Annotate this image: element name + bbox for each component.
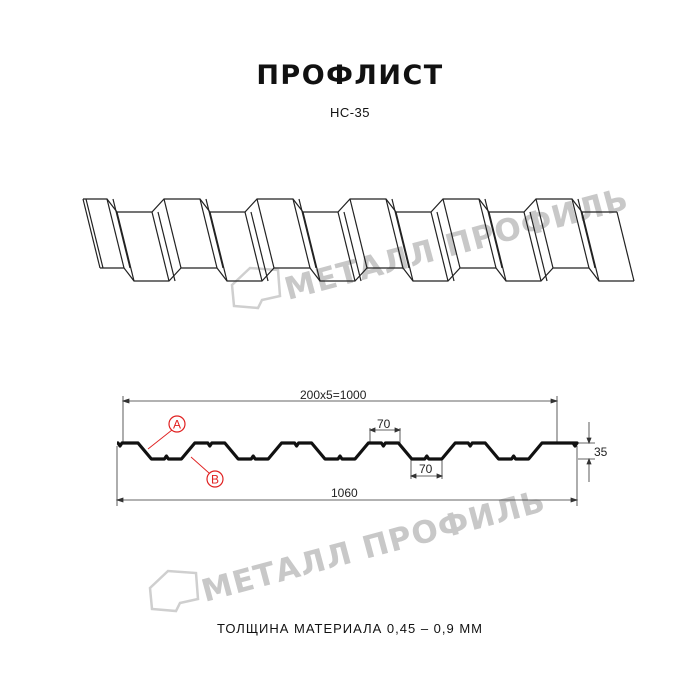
sheet-rib-line xyxy=(244,211,263,282)
material-thickness-note: ТОЛЩИНА МАТЕРИАЛА 0,45 – 0,9 ММ xyxy=(216,621,484,636)
sheet-rib-line xyxy=(209,211,228,282)
sheet-rib-line xyxy=(256,198,275,269)
sheet-stiffener-line xyxy=(298,198,317,269)
sheet-rib-line xyxy=(581,211,600,282)
callout-b-label: B xyxy=(211,473,219,487)
sheet-rib-line xyxy=(292,198,311,269)
watermark-bottom: МЕТАЛЛ ПРОФИЛЬ xyxy=(148,483,550,613)
sheet-rib-line xyxy=(442,198,461,269)
callout-a-label: A xyxy=(173,418,181,432)
sheet-rib-line xyxy=(523,211,542,282)
sheet-stiffener-line xyxy=(436,211,455,282)
dim-pitch-label: 200x5=1000 xyxy=(300,388,367,402)
sheet-stiffener-line xyxy=(112,198,131,269)
sheet-rib-line xyxy=(82,198,101,269)
sheet-stiffener-line xyxy=(343,211,362,282)
watermark-text: МЕТАЛЛ ПРОФИЛЬ xyxy=(198,483,550,610)
sheet-stiffener-line xyxy=(205,198,224,269)
sheet-rib-line xyxy=(116,211,135,282)
sheet-rib-line xyxy=(302,211,321,282)
sheet-stiffener-line xyxy=(484,198,503,269)
dim-top-width-label: 70 xyxy=(377,417,391,431)
watermark-logo-icon xyxy=(148,569,200,613)
sheet-stiffener-line xyxy=(391,198,410,269)
sheet-stiffener-line xyxy=(85,198,104,269)
model-subtitle: НС-35 xyxy=(329,105,371,120)
sheet-bottom-edge xyxy=(100,267,634,282)
sheet-stiffener-line xyxy=(250,211,269,282)
sheet-stiffener-line xyxy=(577,198,596,269)
page-title: ПРОФЛИСТ xyxy=(256,60,444,91)
sheet-rib-line xyxy=(395,211,414,282)
sheet-rib-line xyxy=(199,198,218,269)
profile-cross-section xyxy=(116,441,579,461)
watermark-text: МЕТАЛЛ ПРОФИЛЬ xyxy=(281,181,633,308)
sheet-rib-line xyxy=(535,198,554,269)
sheet-rib-line xyxy=(163,198,182,269)
sheet-rib-line xyxy=(151,211,170,282)
sheet-rib-line xyxy=(488,211,507,282)
dimension-lines xyxy=(115,396,595,506)
dim-bottom-width-label: 70 xyxy=(419,462,433,476)
sheet-perspective-view xyxy=(82,198,635,282)
sheet-rib-line xyxy=(385,198,404,269)
sheet-rib-line xyxy=(337,211,356,282)
sheet-rib-line xyxy=(349,198,368,269)
sheet-rib-line xyxy=(106,198,125,269)
sheet-rib-line xyxy=(616,211,635,282)
dim-height-label: 35 xyxy=(594,445,608,459)
callout-b: B xyxy=(190,456,224,488)
sheet-rib-line xyxy=(571,198,590,269)
callout-a: A xyxy=(147,415,186,450)
watermark-logo-icon xyxy=(230,266,282,310)
sheet-stiffener-line xyxy=(157,211,176,282)
sheet-rib-line xyxy=(430,211,449,282)
sheet-stiffener-line xyxy=(529,211,548,282)
sheet-top-edge xyxy=(83,198,617,213)
sheet-rib-line xyxy=(478,198,497,269)
dim-full-width-label: 1060 xyxy=(331,486,358,500)
